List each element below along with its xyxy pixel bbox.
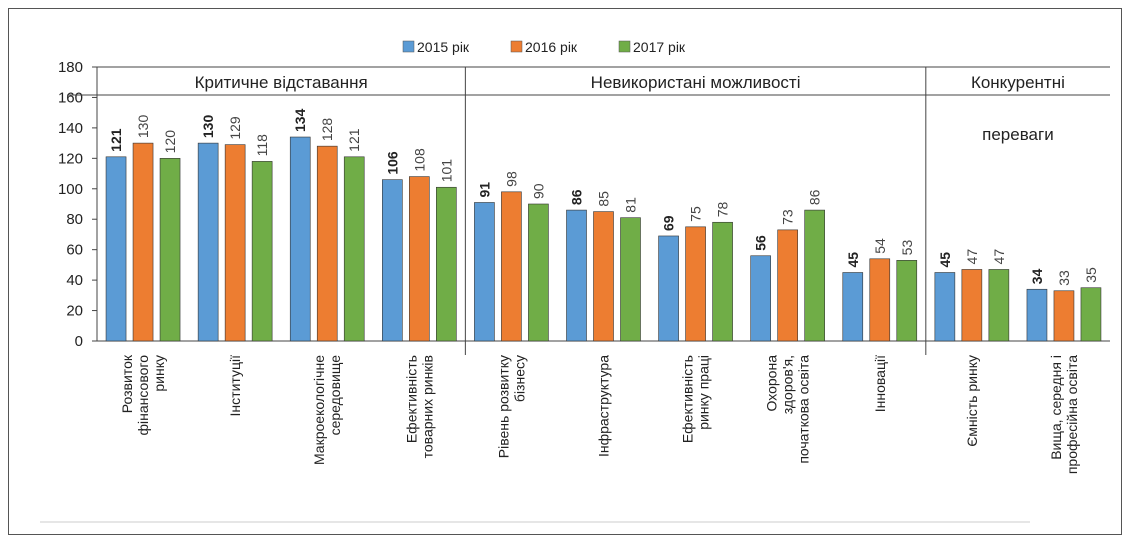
section-label: Критичне відставання — [195, 73, 368, 92]
y-tick-label: 40 — [66, 272, 83, 289]
bar — [316, 145, 338, 342]
bar — [528, 203, 549, 342]
bar — [251, 161, 273, 342]
bar — [409, 176, 430, 342]
y-tick-label: 180 — [58, 59, 83, 76]
legend-label: 2015 рік — [417, 39, 470, 55]
legend-label: 2016 рік — [525, 39, 578, 55]
value-label: 33 — [1056, 270, 1072, 286]
y-tick-label: 140 — [58, 120, 83, 137]
value-label: 91 — [476, 182, 492, 198]
x-tick-label: Ефективністьринку праці — [680, 355, 712, 443]
value-label: 120 — [162, 130, 178, 154]
value-label: 121 — [108, 128, 124, 152]
value-label: 73 — [780, 209, 796, 225]
bar — [197, 142, 219, 342]
value-label: 118 — [254, 134, 270, 157]
bar — [566, 209, 587, 342]
value-label: 34 — [1029, 268, 1045, 284]
bar — [474, 202, 495, 342]
legend-swatch — [618, 40, 631, 53]
value-label: 69 — [661, 215, 677, 231]
bar — [685, 226, 706, 342]
x-tick-label: Макроекологічнесередовище — [311, 355, 343, 465]
y-tick-label: 100 — [58, 181, 83, 198]
value-label: 98 — [503, 171, 519, 187]
value-label: 54 — [872, 238, 888, 254]
x-tick-label: Охороназдоров'я,початкова освіта — [764, 355, 812, 464]
value-label: 85 — [596, 191, 612, 207]
bar — [593, 211, 614, 342]
section-label: Невикористані можливості — [591, 73, 801, 92]
value-label: 108 — [411, 148, 427, 172]
bar — [934, 272, 956, 342]
y-tick-label: 60 — [66, 242, 83, 259]
bar — [1026, 288, 1048, 342]
bar — [1080, 287, 1102, 342]
value-label: 101 — [438, 159, 454, 183]
y-tick-label: 20 — [66, 303, 83, 320]
value-label: 35 — [1083, 267, 1099, 283]
bar — [132, 142, 154, 342]
value-label: 47 — [991, 249, 1007, 265]
x-tick-label: Інфраструктура — [596, 355, 612, 457]
x-tick-label: Рівень розвиткубізнесу — [495, 355, 527, 458]
y-tick-label: 160 — [58, 89, 83, 106]
x-tick-label: Ефективністьтоварних ринків — [403, 355, 435, 458]
legend-label: 2017 рік — [633, 39, 686, 55]
bar — [382, 179, 403, 342]
bar — [620, 217, 641, 342]
bar — [961, 269, 983, 342]
value-label: 45 — [937, 252, 953, 268]
bar — [896, 260, 918, 342]
bar — [436, 186, 457, 342]
bar — [658, 235, 679, 342]
value-label: 90 — [530, 183, 546, 199]
bar — [842, 272, 864, 342]
value-label: 121 — [346, 128, 362, 152]
bar — [105, 156, 127, 342]
frame — [8, 8, 1122, 535]
bar — [988, 269, 1010, 342]
value-label: 86 — [569, 189, 585, 205]
value-label: 75 — [688, 206, 704, 222]
value-label: 130 — [200, 115, 216, 139]
bar — [159, 158, 181, 342]
bar — [804, 209, 825, 342]
value-label: 78 — [715, 201, 731, 217]
value-label: 129 — [227, 116, 243, 140]
bar — [712, 221, 733, 342]
value-label: 53 — [899, 240, 915, 256]
legend-swatch — [510, 40, 523, 53]
value-label: 45 — [845, 252, 861, 268]
bar — [343, 156, 365, 342]
x-tick-label: Ємність ринку — [964, 355, 980, 447]
y-tick-label: 80 — [66, 211, 83, 228]
x-tick-label: Інновації — [872, 355, 888, 412]
x-tick-label: Інституції — [227, 355, 243, 417]
value-label: 128 — [319, 118, 335, 142]
bar — [289, 136, 311, 342]
legend-swatch — [402, 40, 415, 53]
value-label: 134 — [292, 108, 308, 132]
value-label: 106 — [384, 151, 400, 175]
bar — [501, 191, 522, 342]
bar — [869, 258, 891, 342]
value-label: 130 — [135, 115, 151, 139]
value-label: 56 — [753, 235, 769, 251]
value-label: 47 — [964, 249, 980, 265]
bar — [750, 255, 771, 342]
x-tick-label: Розвитокфінансовогоринку — [119, 354, 167, 435]
bar — [1053, 290, 1075, 342]
value-label: 86 — [807, 189, 823, 205]
section-label: Конкурентні переваги — [971, 73, 1065, 144]
x-tick-label: Вища, середня іпрофесійна освіта — [1048, 355, 1080, 474]
bar — [224, 144, 246, 342]
y-tick-label: 0 — [75, 333, 83, 350]
value-label: 81 — [623, 197, 639, 213]
y-tick-label: 120 — [58, 150, 83, 167]
bar — [777, 229, 798, 342]
